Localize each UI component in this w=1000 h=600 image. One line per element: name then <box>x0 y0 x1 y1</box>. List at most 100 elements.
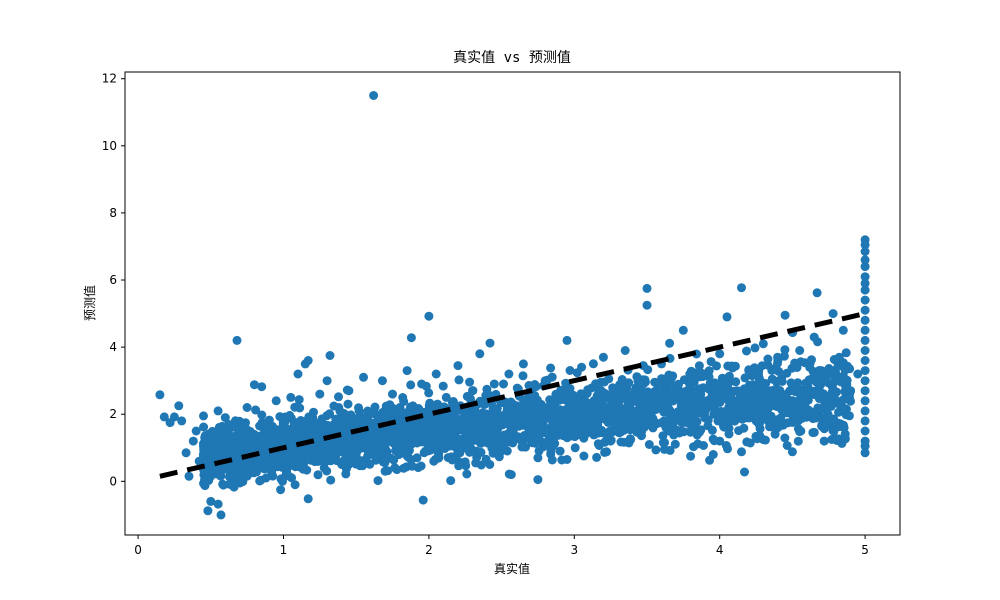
cloud-point <box>390 463 400 473</box>
cloud-point <box>734 388 744 398</box>
data-point <box>257 382 267 392</box>
cloud-point <box>249 468 259 478</box>
cloud-point <box>352 434 362 444</box>
cloud-point <box>476 447 486 457</box>
cloud-point <box>454 461 464 471</box>
y-axis: 0 2 4 6 8 10 12 <box>102 72 125 488</box>
cloud-point <box>231 448 241 458</box>
cloud-point <box>254 456 264 466</box>
cloud-point <box>840 404 850 413</box>
data-point <box>678 325 688 335</box>
cloud-point <box>845 364 855 374</box>
cloud-point <box>707 425 717 435</box>
data-point <box>860 356 870 365</box>
cloud-point <box>648 423 658 433</box>
cloud-point <box>807 355 816 365</box>
cloud-point <box>329 401 339 411</box>
data-point <box>860 366 870 376</box>
cloud-point <box>626 435 636 445</box>
cloud-point <box>745 438 755 448</box>
cloud-point <box>406 455 416 465</box>
data-point <box>424 311 434 321</box>
cloud-point <box>245 442 255 451</box>
cloud-point <box>658 389 668 399</box>
cloud-point <box>841 348 851 358</box>
cloud-point <box>239 458 249 468</box>
cloud-point <box>827 382 837 392</box>
data-point <box>303 356 313 365</box>
cloud-point <box>555 446 565 456</box>
cloud-point <box>750 390 760 400</box>
cloud-point <box>644 440 654 449</box>
cloud-point <box>637 426 647 436</box>
cloud-point <box>715 396 725 406</box>
cloud-point <box>605 426 615 436</box>
cloud-point <box>803 395 813 405</box>
data-point <box>860 448 870 458</box>
cloud-point <box>777 376 787 386</box>
cloud-point <box>502 404 512 414</box>
x-axis: 0 1 2 3 4 5 <box>134 535 869 557</box>
cloud-point <box>399 463 409 473</box>
cloud-point <box>579 451 589 461</box>
chart-title: 真实值 vs 预测值 <box>453 50 571 66</box>
cloud-point <box>529 413 539 423</box>
cloud-point <box>839 420 848 430</box>
y-tick-label: 8 <box>109 206 117 220</box>
cloud-point <box>613 408 623 418</box>
data-point <box>860 247 870 256</box>
cloud-point <box>268 454 278 464</box>
data-point <box>562 335 572 345</box>
cloud-point <box>797 413 807 423</box>
data-point <box>795 346 805 355</box>
data-point <box>373 476 383 486</box>
data-point <box>860 335 870 345</box>
data-point <box>860 376 870 386</box>
cloud-point <box>295 403 305 413</box>
cloud-point <box>789 401 799 411</box>
reference-line <box>159 311 866 479</box>
data-point <box>860 416 870 426</box>
cloud-point <box>483 428 493 437</box>
cloud-point <box>230 416 240 426</box>
cloud-point <box>649 396 659 406</box>
cloud-point <box>201 475 211 485</box>
cloud-point <box>371 455 381 465</box>
cloud-point <box>801 378 811 388</box>
cloud-point <box>463 432 473 442</box>
data-point <box>315 389 325 399</box>
cloud-point <box>242 425 252 435</box>
cloud-point <box>811 413 821 423</box>
cloud-point <box>359 459 369 469</box>
cloud-point <box>793 436 803 446</box>
x-tick-label: 3 <box>570 543 578 557</box>
cloud-point <box>616 437 626 447</box>
cloud-point <box>834 352 844 362</box>
cloud-point <box>562 424 572 434</box>
data-point <box>406 333 416 343</box>
cloud-point <box>592 452 602 462</box>
data-point <box>860 325 870 335</box>
cloud-point <box>820 419 830 429</box>
data-point <box>860 396 870 406</box>
cloud-point <box>826 401 836 411</box>
data-point <box>271 396 281 406</box>
data-point <box>276 485 286 495</box>
data-point <box>860 272 870 282</box>
cloud-point <box>599 377 609 387</box>
cloud-point <box>611 418 621 428</box>
cloud-point <box>780 345 790 355</box>
cloud-point <box>774 366 784 376</box>
cloud-point <box>821 374 831 384</box>
data-point <box>860 305 870 315</box>
cloud-point <box>357 418 367 428</box>
cloud-point <box>572 416 582 425</box>
cloud-point <box>471 407 481 417</box>
cloud-point <box>704 366 714 376</box>
cloud-point <box>723 444 732 454</box>
cloud-point <box>434 449 444 459</box>
cloud-point <box>406 380 416 390</box>
cloud-point <box>660 438 669 448</box>
x-tick-label: 2 <box>425 543 433 557</box>
cloud-point <box>740 467 749 477</box>
